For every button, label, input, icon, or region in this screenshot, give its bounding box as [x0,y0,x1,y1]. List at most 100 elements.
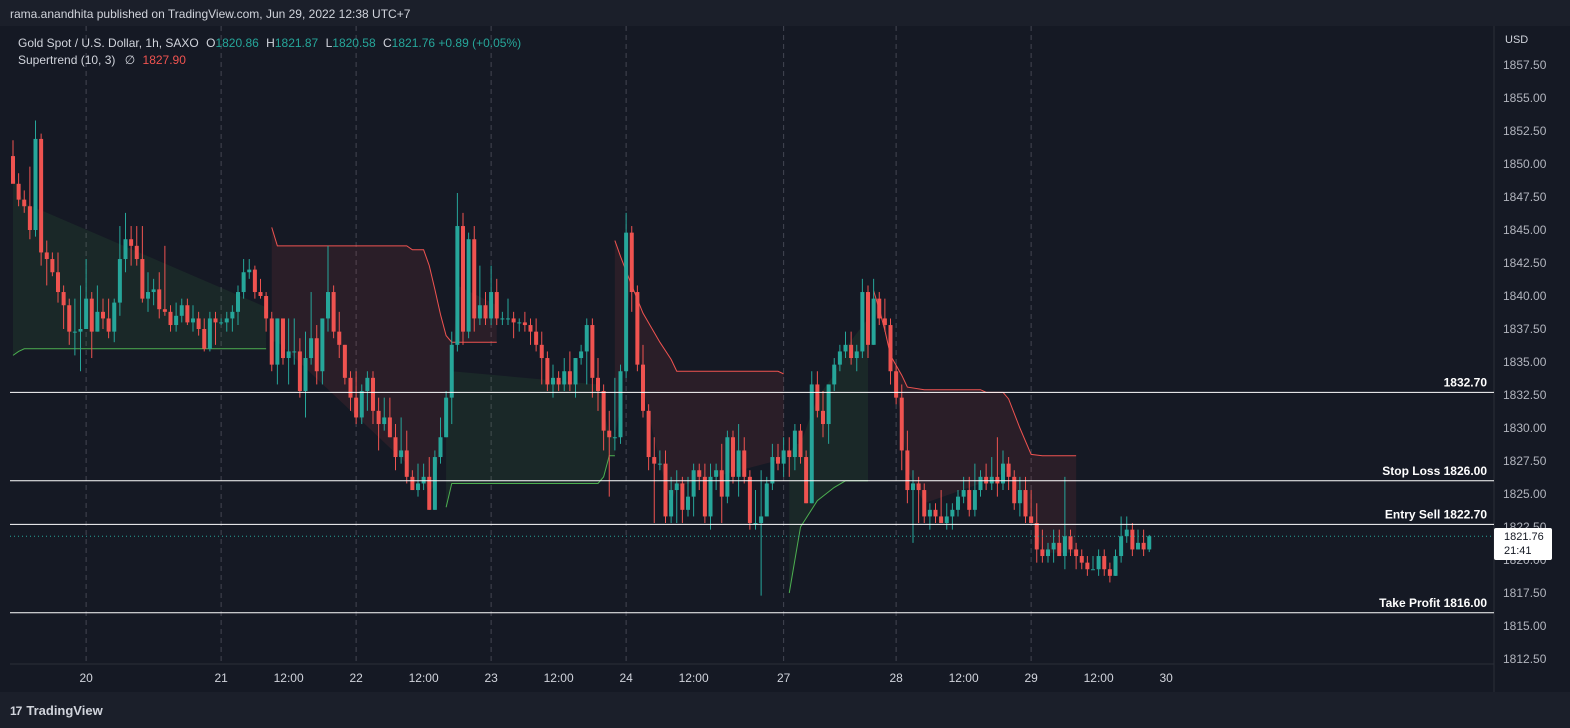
candle-body[interactable] [89,298,94,332]
candle-body[interactable] [179,305,184,316]
candle-body[interactable] [657,463,662,465]
candle-body[interactable] [303,358,308,392]
candle-body[interactable] [252,269,257,293]
candle-body[interactable] [1046,549,1050,557]
candle-body[interactable] [764,483,769,517]
candle-body[interactable] [506,318,510,320]
candle-body[interactable] [787,450,792,458]
candle-body[interactable] [1034,523,1039,550]
candle-body[interactable] [635,292,640,365]
candle-body[interactable] [230,311,235,319]
candle-body[interactable] [421,476,426,484]
candle-body[interactable] [399,450,404,458]
candle-body[interactable] [837,351,842,365]
candle-body[interactable] [596,377,600,392]
candle-body[interactable] [652,457,657,464]
candle-body[interactable] [432,457,437,510]
candle-body[interactable] [770,457,775,484]
candle-body[interactable] [1119,536,1124,557]
candle-body[interactable] [22,199,27,207]
candle-body[interactable] [33,138,38,230]
candle-body[interactable] [281,318,285,359]
candle-body[interactable] [247,269,252,273]
candle-body[interactable] [241,272,246,293]
candle-body[interactable] [612,437,617,439]
candle-body[interactable] [1085,562,1090,570]
candle-body[interactable] [989,476,994,484]
candle-body[interactable] [168,311,173,326]
candle-body[interactable] [207,318,212,349]
candle-body[interactable] [961,490,966,497]
candle-body[interactable] [466,239,471,332]
candle-body[interactable] [314,338,319,372]
candle-body[interactable] [950,509,955,517]
candle-body[interactable] [708,476,713,517]
candle-body[interactable] [1074,549,1079,557]
candle-body[interactable] [776,457,780,464]
candle-body[interactable] [449,344,454,398]
candle-body[interactable] [832,364,837,385]
candle-body[interactable] [78,329,83,332]
candle-body[interactable] [371,377,375,411]
candle-body[interactable] [956,496,960,510]
candle-body[interactable] [849,344,854,359]
candle-body[interactable] [1096,556,1101,570]
candle-body[interactable] [67,305,72,332]
candle-body[interactable] [528,325,533,332]
candle-body[interactable] [129,239,134,246]
candle-body[interactable] [196,318,201,329]
candle-body[interactable] [944,516,949,524]
candle-body[interactable] [342,344,347,378]
candle-body[interactable] [759,516,764,524]
indicator-title[interactable]: Supertrend (10, 3) [18,53,116,67]
candle-body[interactable] [461,226,465,332]
candle-body[interactable] [618,371,623,438]
candle-body[interactable] [264,296,269,319]
candle-body[interactable] [275,318,280,365]
candle-body[interactable] [995,476,1000,484]
candle-body[interactable] [798,430,803,458]
candle-body[interactable] [269,318,274,365]
candle-body[interactable] [911,483,915,491]
candle-body[interactable] [1102,556,1107,570]
candle-body[interactable] [393,437,398,458]
candle-body[interactable] [185,305,190,323]
candle-body[interactable] [539,344,544,359]
candle-body[interactable] [567,371,572,385]
candle-body[interactable] [500,318,505,320]
candle-body[interactable] [843,344,848,352]
candle-body[interactable] [382,417,387,425]
candle-body[interactable] [404,450,409,477]
candle-body[interactable] [1062,536,1067,557]
candle-body[interactable] [601,391,606,431]
candle-body[interactable] [202,329,207,349]
candle-body[interactable] [438,437,443,458]
candle-body[interactable] [888,325,893,372]
candle-body[interactable] [455,226,460,345]
candle-body[interactable] [882,318,887,326]
candle-body[interactable] [753,523,758,525]
candle-body[interactable] [39,138,44,253]
candle-body[interactable] [579,351,584,359]
candle-body[interactable] [224,318,229,323]
candle-body[interactable] [860,292,865,352]
candle-body[interactable] [697,470,702,477]
candle-body[interactable] [140,259,145,299]
candle-body[interactable] [427,476,432,510]
candle-body[interactable] [387,417,392,438]
candle-body[interactable] [416,483,420,491]
candle-body[interactable] [1057,542,1062,557]
candle-body[interactable] [871,298,876,345]
candle-body[interactable] [939,516,944,524]
candle-body[interactable] [669,490,674,517]
candle-body[interactable] [236,292,240,312]
candle-body[interactable] [1068,536,1073,550]
candle-body[interactable] [551,377,555,385]
candle-body[interactable] [646,410,651,458]
candle-body[interactable] [1141,542,1146,550]
candle-body[interactable] [292,351,297,353]
candle-body[interactable] [877,298,882,319]
candle-body[interactable] [151,289,156,293]
candle-body[interactable] [607,430,612,438]
candle-body[interactable] [927,509,932,517]
